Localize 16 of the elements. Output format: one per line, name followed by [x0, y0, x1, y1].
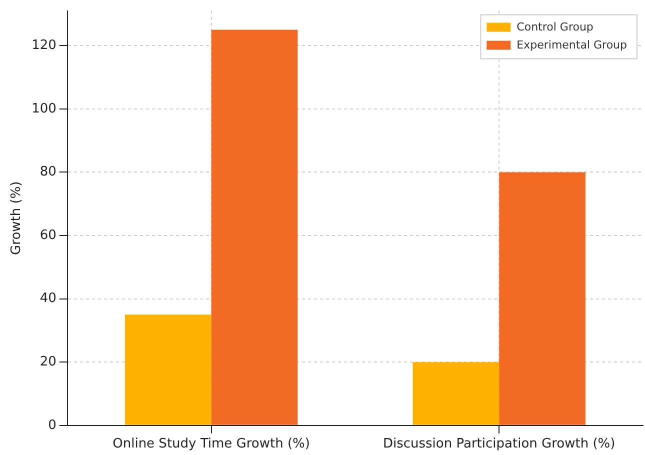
legend-label: Control Group: [516, 20, 594, 34]
y-axis-title: Growth (%): [9, 181, 24, 255]
bar: [499, 172, 586, 425]
y-tick-label: 40: [40, 291, 56, 306]
y-tick-label: 100: [32, 101, 56, 116]
x-tick-label: Online Study Time Growth (%): [112, 436, 310, 452]
y-tick-label: 60: [40, 228, 56, 243]
y-tick-label: 0: [48, 418, 56, 433]
x-tick-label: Discussion Participation Growth (%): [382, 436, 616, 452]
legend-label: Experimental Group: [516, 38, 628, 52]
y-tick-label: 120: [32, 38, 56, 53]
bar: [124, 314, 212, 425]
bar: [211, 30, 298, 425]
y-tick-label: 20: [40, 354, 56, 370]
y-tick-label: 80: [40, 164, 56, 180]
bar: [412, 362, 500, 425]
